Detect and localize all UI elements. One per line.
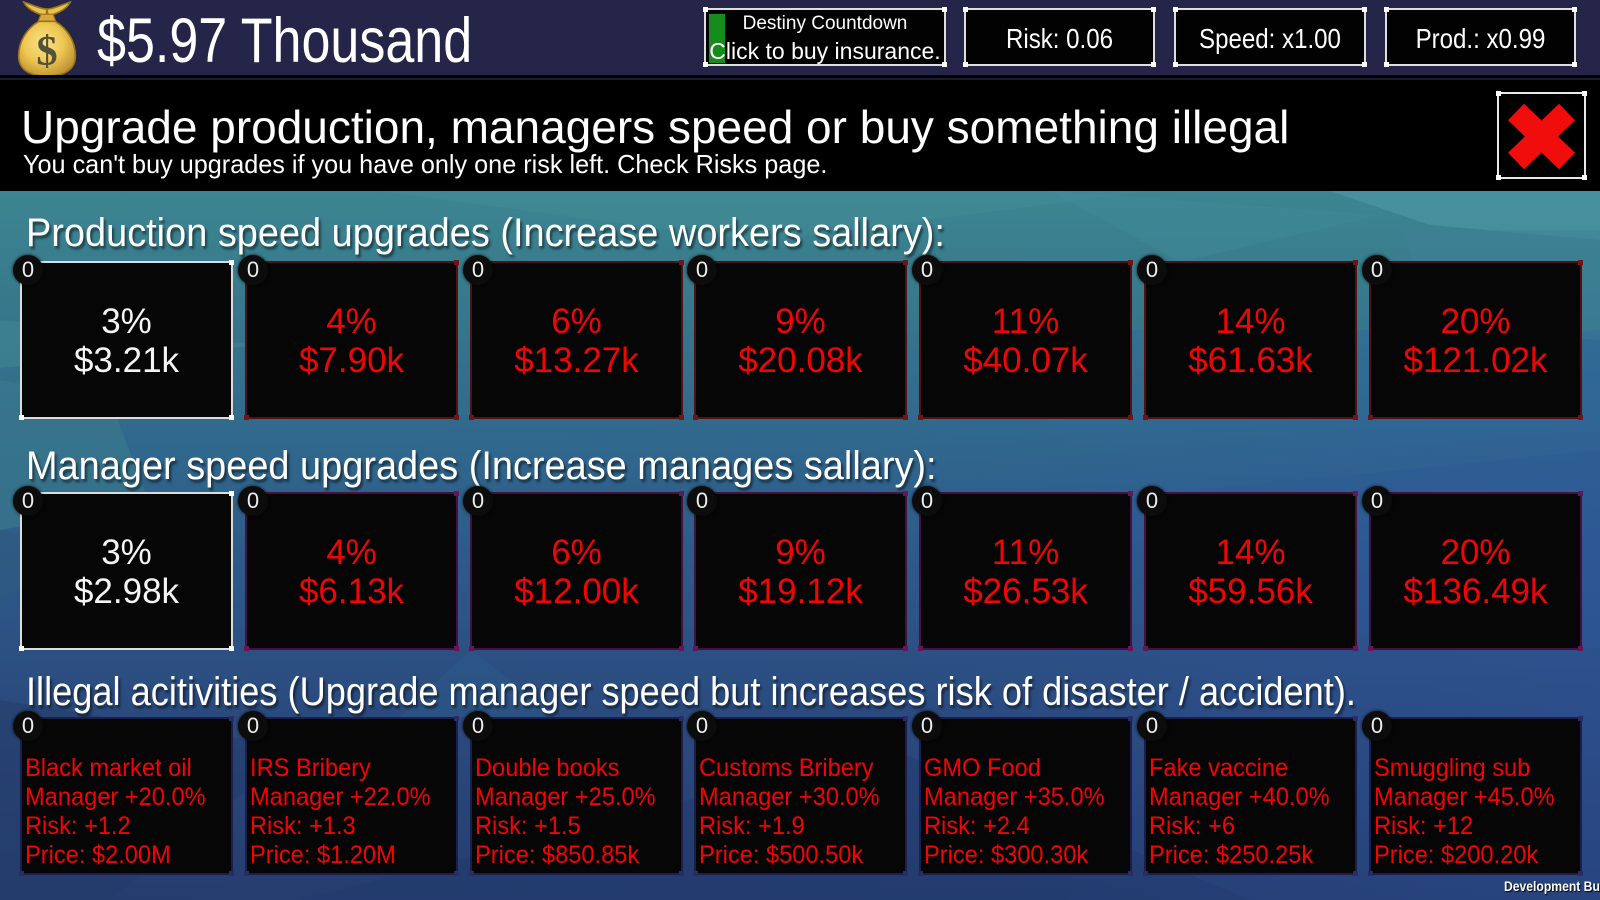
svg-text:$: $ <box>36 28 57 75</box>
